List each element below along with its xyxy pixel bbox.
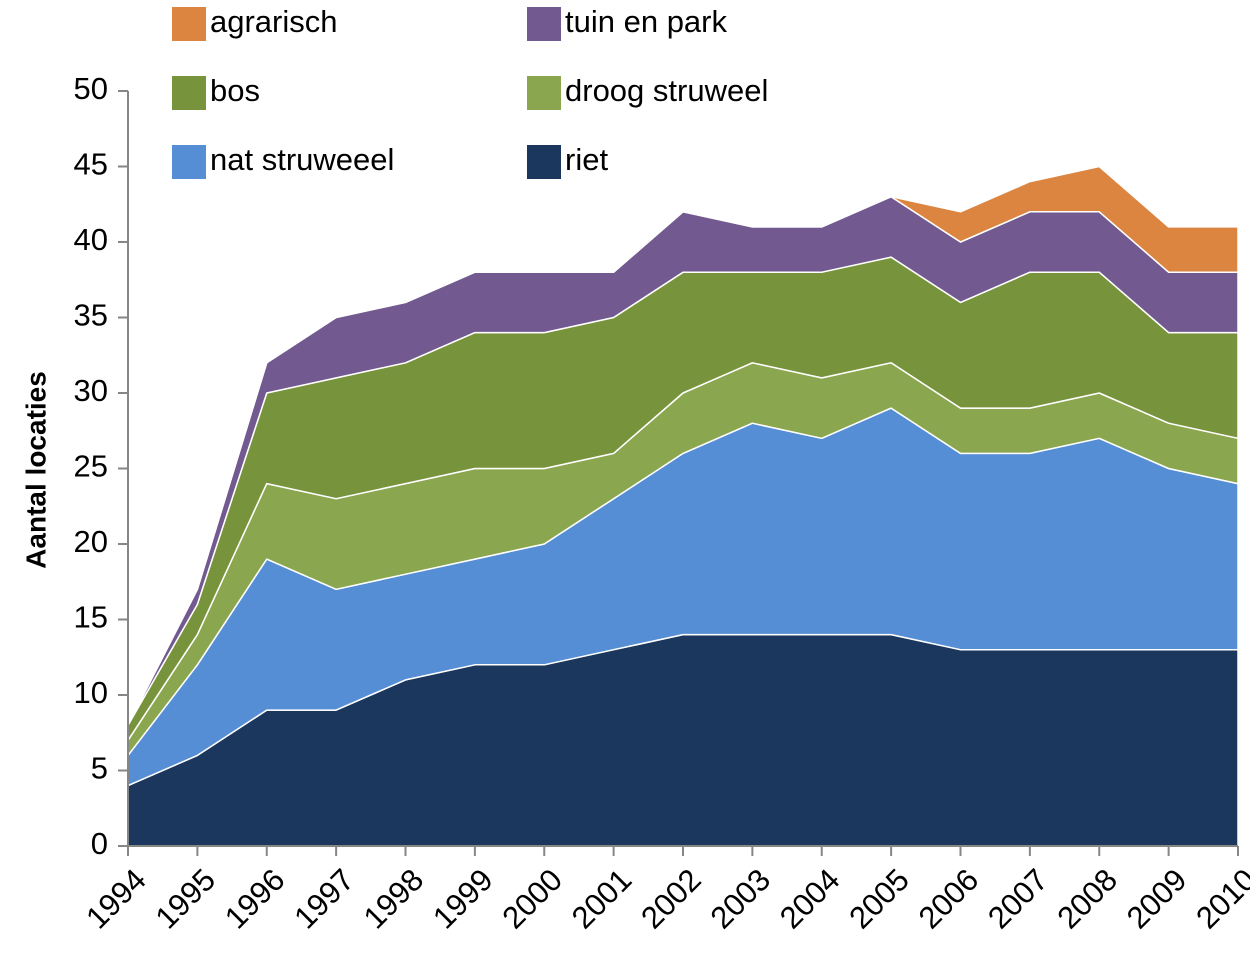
x-tick-label: 2010 <box>1189 862 1250 936</box>
legend-swatch <box>172 7 206 41</box>
y-tick-label: 25 <box>74 449 108 484</box>
x-tick-label: 2003 <box>704 862 778 936</box>
legend-label: riet <box>565 142 608 177</box>
legend-label: droog struweel <box>565 73 768 108</box>
y-tick-label: 35 <box>74 298 108 333</box>
y-tick-label: 20 <box>74 524 108 559</box>
x-tick-label: 2002 <box>634 862 708 936</box>
y-tick-label: 40 <box>74 222 108 257</box>
x-tick-label: 2000 <box>495 862 569 936</box>
legend-swatch <box>172 76 206 110</box>
x-tick-label: 2006 <box>912 862 986 936</box>
legend-label: tuin en park <box>565 4 727 39</box>
x-tick-label: 2001 <box>565 862 639 936</box>
x-tick-label: 2007 <box>981 862 1055 936</box>
y-tick-label: 50 <box>74 71 108 106</box>
legend-swatch <box>172 145 206 179</box>
y-tick-label: 30 <box>74 373 108 408</box>
legend-label: bos <box>210 73 260 108</box>
x-tick-label: 2004 <box>773 862 847 936</box>
legend-swatch <box>527 76 561 110</box>
area <box>127 165 1239 726</box>
legend-swatch <box>527 7 561 41</box>
legend-swatch <box>527 145 561 179</box>
y-tick-label: 45 <box>74 147 108 182</box>
y-tick-label: 5 <box>91 751 108 786</box>
x-tick-label: 1994 <box>79 862 153 936</box>
x-tick-label: 1996 <box>218 862 292 936</box>
x-tick-label: 1997 <box>287 862 361 936</box>
y-tick-label: 15 <box>74 600 108 635</box>
y-tick-label: 10 <box>74 675 108 710</box>
x-tick-label: 1995 <box>149 862 223 936</box>
legend-label: nat struweeel <box>210 142 394 177</box>
y-axis-label: Aantal locaties <box>20 371 51 569</box>
x-tick-label: 1998 <box>357 862 431 936</box>
x-tick-label: 2008 <box>1050 862 1124 936</box>
x-tick-label: 2009 <box>1120 862 1194 936</box>
y-tick-label: 0 <box>91 826 108 861</box>
x-tick-label: 2005 <box>842 862 916 936</box>
legend-label: agrarisch <box>210 4 338 39</box>
x-tick-label: 1999 <box>426 862 500 936</box>
